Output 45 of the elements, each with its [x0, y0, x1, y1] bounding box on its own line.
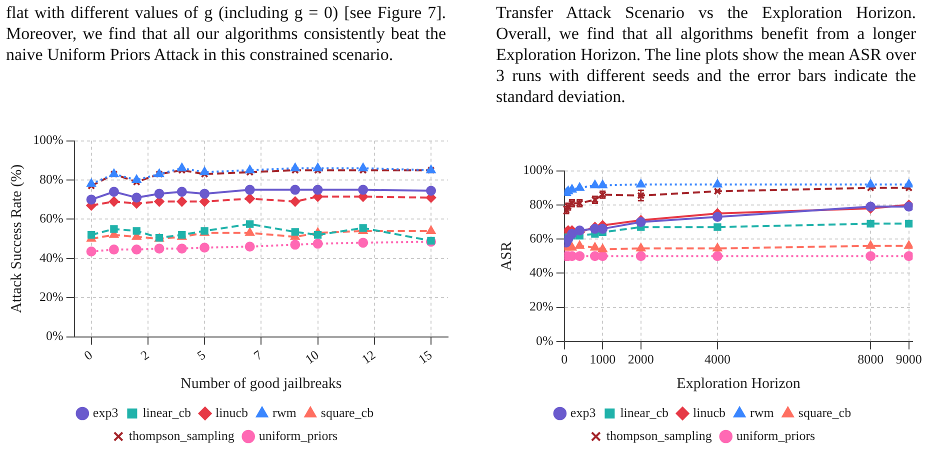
y-tick-label: 80%	[529, 196, 554, 212]
x-axis-title: Exploration Horizon	[676, 376, 801, 392]
y-tick-label: 40%	[529, 264, 554, 280]
legend-label: rwm	[272, 404, 296, 420]
x-tick-label: 8000	[858, 352, 884, 367]
y-tick-label: 0%	[536, 332, 554, 348]
y-tick-label: 40%	[39, 250, 64, 265]
legend-label: exp3	[570, 404, 596, 420]
y-tick-label: 0%	[46, 328, 64, 344]
x-tick-label: 1000	[590, 352, 616, 367]
y-axis-title: Attack Success Rate (%)	[8, 164, 25, 314]
x-tick-label: 0	[81, 347, 95, 364]
x-tick-label: 10	[302, 347, 322, 367]
legend-label: linear_cb	[620, 404, 669, 420]
legend-label: thompson_sampling	[606, 428, 712, 443]
x-tick-label: 4000	[704, 352, 730, 367]
y-tick-label: 80%	[39, 171, 64, 186]
x-tick-label: 5	[194, 347, 208, 364]
y-tick-label: 60%	[529, 230, 554, 246]
x-tick-label: 0	[561, 352, 568, 367]
x-tick-label: 12	[358, 347, 378, 367]
legend-label: uniform_priors	[258, 428, 338, 443]
x-tick-label: 7	[250, 346, 266, 364]
x-tick-label: 2	[138, 347, 152, 364]
y-tick-label: 20%	[39, 288, 64, 304]
legend-label: uniform_priors	[736, 428, 816, 443]
legend-label: square_cb	[798, 404, 852, 420]
text: flat with different values of g (including g = 0) [see Figure 7]. Moreover, we find that all our algorithms consistently beat the naive Uniform Priors Attack in this constrained scenario.	[5, 2, 447, 66]
x-axis-title: Number of good jailbreaks	[180, 376, 342, 392]
text: Transfer Attack Scenario vs the Exploration Horizon. Overall, we find that all algorithms benefit from a longer Exploration Horizon. The line plots show the mean ASR over 3 runs with different seeds and the error bars indicate the standard deviation.	[495, 2, 917, 108]
legend-label: exp3	[92, 404, 118, 420]
y-tick-label: 60%	[39, 210, 64, 226]
y-axis-title: ASR	[498, 242, 515, 271]
legend-label: linucb	[216, 404, 248, 420]
y-tick-label: 20%	[529, 298, 554, 314]
x-tick-label: 2000	[628, 352, 654, 367]
legend-label: thompson_sampling	[128, 428, 235, 443]
legend-label: linear_cb	[142, 404, 192, 420]
legend-label: square_cb	[320, 404, 374, 420]
legend-label: linucb	[693, 404, 726, 420]
legend-label: rwm	[750, 404, 774, 420]
y-tick-label: 100%	[522, 162, 554, 178]
x-tick-label: 15	[415, 347, 435, 367]
x-tick-label: 9000	[896, 352, 922, 367]
y-tick-label: 100%	[32, 132, 64, 148]
